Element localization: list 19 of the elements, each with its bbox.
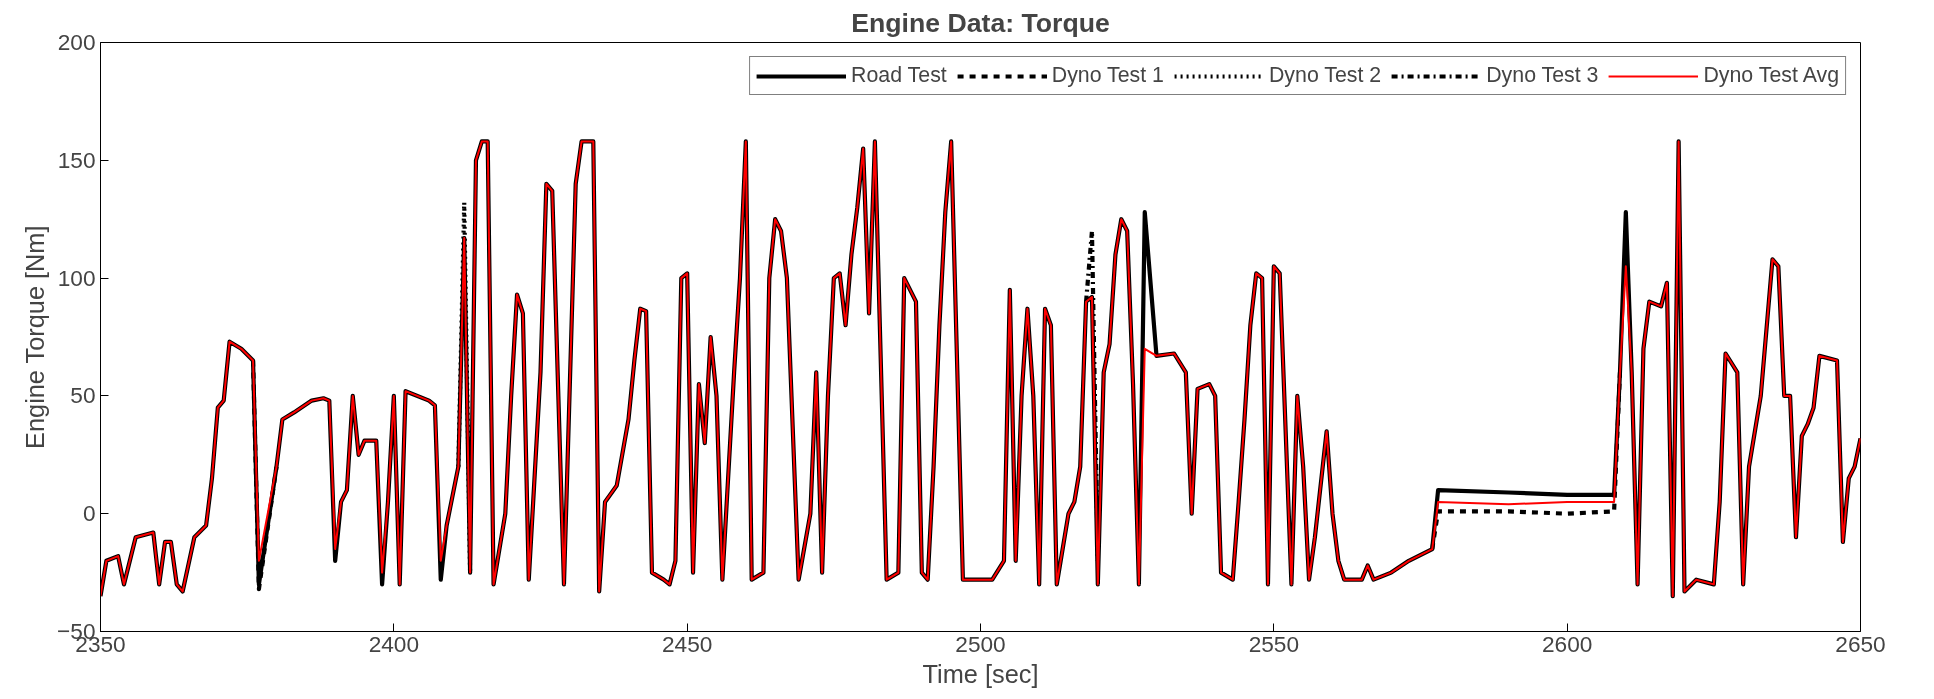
x-tick-label: 2450 <box>661 630 713 657</box>
x-tick-label: 2600 <box>1541 630 1593 657</box>
chart-title: Engine Data: Torque <box>851 7 1110 38</box>
legend-label: Dyno Test 2 <box>1268 63 1382 88</box>
legend-label: Road Test <box>851 63 947 88</box>
x-tick-label: 2500 <box>955 630 1006 657</box>
x-axis-title: Time [sec] <box>922 659 1039 688</box>
legend-label: Dyno Test Avg <box>1703 63 1839 88</box>
y-tick-label: 50 <box>70 382 96 409</box>
legend-label: Dyno Test 1 <box>1051 63 1164 88</box>
y-tick-label: 0 <box>82 500 96 527</box>
y-axis-title: Engine Torque [Nm] <box>21 225 50 449</box>
y-tick-label: 150 <box>57 146 96 173</box>
x-tick-label: 2400 <box>368 630 420 657</box>
x-tick-label: 2650 <box>1835 630 1886 657</box>
y-tick-label: 100 <box>57 264 96 291</box>
x-tick-label: 2550 <box>1248 630 1300 657</box>
legend-label: Dyno Test 3 <box>1486 63 1599 88</box>
y-tick-label: 200 <box>57 29 96 55</box>
